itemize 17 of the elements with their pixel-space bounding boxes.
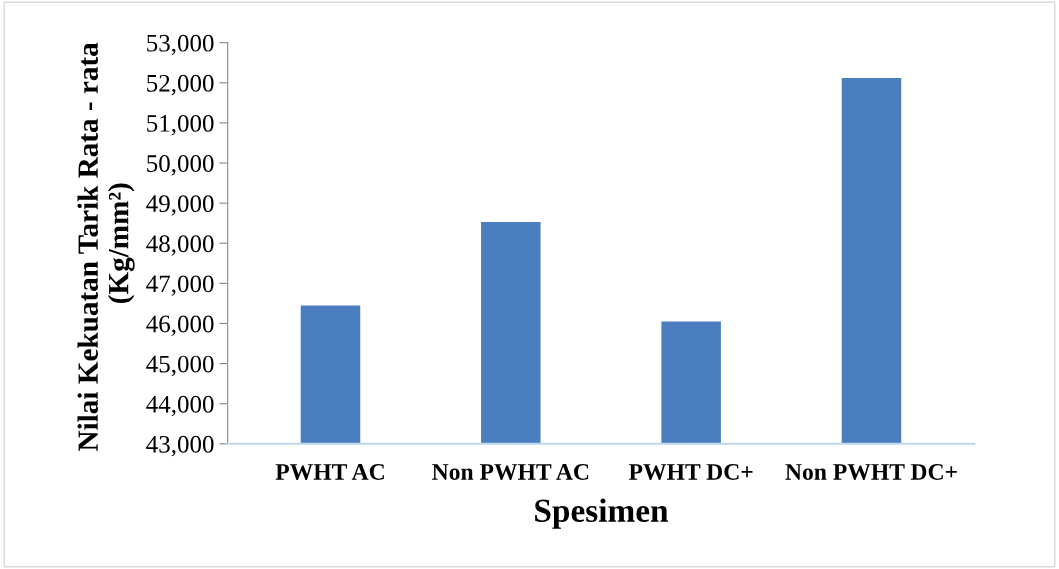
y-tick-label: 51,000 <box>147 114 214 136</box>
y-tick-label: 49,000 <box>146 195 214 216</box>
y-tick-label: 43,000 <box>146 435 214 457</box>
y-tick-label: 52,000 <box>147 74 214 96</box>
y-tick-label: 45,000 <box>146 355 214 377</box>
y-axis-title: Nilai Kekuatan Tarik Rata - rata (Kg/mm²) <box>77 42 135 451</box>
x-tick-label: Non PWHT AC <box>432 464 589 481</box>
y-tick-label: 46,000 <box>146 315 214 336</box>
x-axis-title: Spesimen <box>535 498 669 529</box>
y-tick-label: 48,000 <box>146 235 214 256</box>
y-tick-label: 50,000 <box>147 155 214 176</box>
y-tick-label: 53,000 <box>147 34 214 56</box>
x-tick-label: PWHT AC <box>275 464 384 481</box>
x-tick-label: Non PWHT DC+ <box>785 464 957 481</box>
x-tick-label: PWHT DC+ <box>628 464 753 481</box>
y-tick-label: 44,000 <box>146 395 214 417</box>
y-tick-label: 47,000 <box>146 275 214 296</box>
